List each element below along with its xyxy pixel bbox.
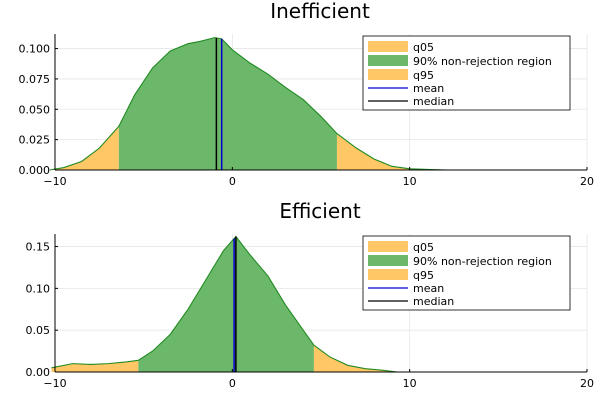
legend-label: q05 bbox=[413, 41, 434, 54]
q05-tail-area bbox=[49, 126, 119, 170]
legend: q05 90% non-rejection region q95 mean me… bbox=[362, 235, 571, 311]
non-rejection-region-area bbox=[138, 236, 314, 372]
legend-swatch-q05 bbox=[368, 41, 408, 52]
y-tick-label: 0.10 bbox=[26, 282, 51, 295]
legend-label: q05 bbox=[413, 241, 434, 254]
x-tick-label: 20 bbox=[580, 377, 594, 390]
legend-label: 90% non-rejection region bbox=[413, 255, 552, 268]
y-tick-label: 0.15 bbox=[26, 241, 51, 254]
q95-tail-area bbox=[336, 133, 447, 170]
x-tick-label: 0 bbox=[229, 377, 236, 390]
legend-label: 90% non-rejection region bbox=[413, 55, 552, 68]
y-tick-label: 0.025 bbox=[19, 134, 51, 147]
x-tick-label: 0 bbox=[229, 175, 236, 188]
y-tick-label: 0.000 bbox=[19, 164, 51, 177]
q95-tail-area bbox=[313, 345, 398, 372]
y-tick-label: 0.050 bbox=[19, 103, 51, 116]
tick-labels: −10 0 10 20 0.00 0.05 0.10 0.15 bbox=[26, 241, 595, 390]
legend-swatch-q05 bbox=[368, 241, 408, 252]
y-tick-label: 0.075 bbox=[19, 73, 51, 86]
legend-swatch-region bbox=[368, 255, 408, 266]
x-tick-label: 10 bbox=[403, 175, 417, 188]
legend-swatch-q95 bbox=[368, 69, 408, 80]
y-tick-label: 0.00 bbox=[26, 366, 51, 379]
density-plot bbox=[51, 235, 398, 373]
density-curve bbox=[49, 37, 447, 171]
panel-inefficient: Inefficient −10 0 10 20 0.000 0.025 0.050 0.075… bbox=[19, 0, 595, 188]
density-curve bbox=[51, 235, 398, 373]
y-tick-label: 0.05 bbox=[26, 324, 51, 337]
legend-label: q95 bbox=[413, 69, 434, 82]
panel-efficient: Efficient −10 0 10 20 0.00 0.05 0.10 0.15 q05 9… bbox=[26, 199, 595, 390]
non-rejection-region-area bbox=[118, 37, 337, 171]
x-tick-label: −10 bbox=[43, 175, 66, 188]
density-plot bbox=[49, 37, 447, 171]
x-tick-label: 20 bbox=[580, 175, 594, 188]
y-tick-label: 0.100 bbox=[19, 43, 51, 56]
legend-label: mean bbox=[413, 82, 444, 95]
legend-swatch-q95 bbox=[368, 269, 408, 280]
x-tick-label: 10 bbox=[403, 377, 417, 390]
legend-swatch-region bbox=[368, 55, 408, 66]
legend: q05 90% non-rejection region q95 mean me… bbox=[362, 35, 571, 111]
legend-label: mean bbox=[413, 282, 444, 295]
tick-labels: −10 0 10 20 0.000 0.025 0.050 0.075 0.100 bbox=[19, 43, 595, 188]
x-tick-label: −10 bbox=[43, 377, 66, 390]
legend-label: median bbox=[413, 295, 454, 308]
panel-title: Efficient bbox=[279, 199, 361, 223]
panel-title: Inefficient bbox=[270, 0, 370, 23]
legend-label: median bbox=[413, 95, 454, 108]
legend-label: q95 bbox=[413, 269, 434, 282]
